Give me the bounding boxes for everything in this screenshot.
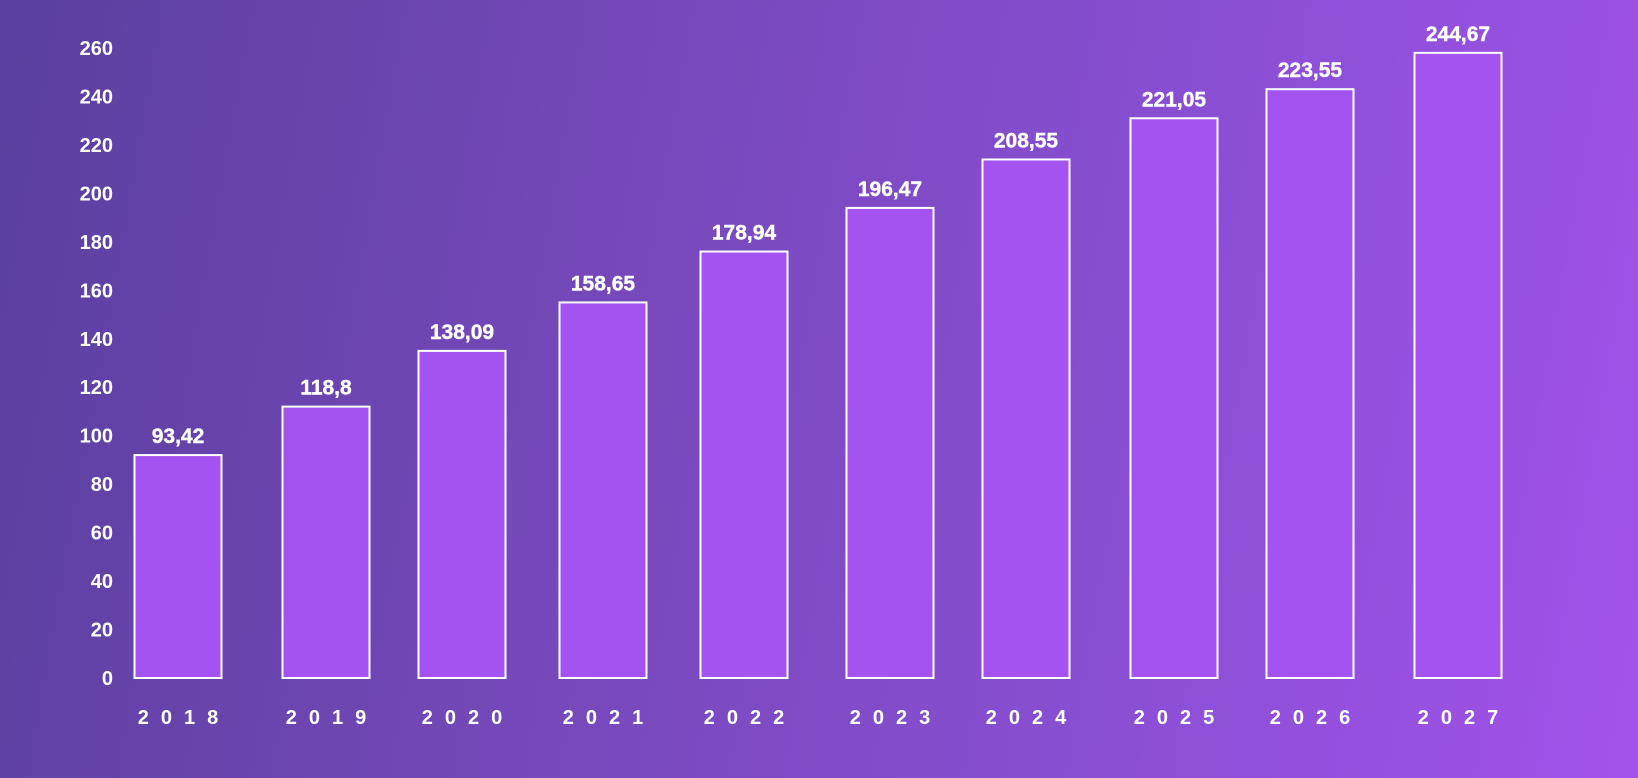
y-tick-label: 220 — [80, 135, 113, 157]
x-tick-label: 2023 — [850, 707, 943, 729]
y-tick-label: 100 — [80, 426, 113, 448]
data-label: 158,65 — [571, 272, 636, 295]
x-tick-label: 2027 — [1418, 707, 1511, 729]
data-label: 196,47 — [858, 178, 922, 201]
x-tick-label: 2025 — [1134, 707, 1227, 729]
y-tick-label: 160 — [80, 280, 113, 302]
x-tick-label: 2021 — [563, 707, 656, 729]
y-tick-label: 80 — [91, 474, 113, 496]
data-label: 223,55 — [1278, 59, 1343, 82]
bar-2026 — [1265, 88, 1355, 679]
bar-2018 — [133, 454, 223, 680]
bar-2022 — [699, 250, 789, 680]
bar-2023 — [845, 206, 935, 680]
y-tick-label: 0 — [102, 668, 113, 690]
y-tick-label: 40 — [91, 571, 113, 593]
y-axis: 0 20 40 60 80 100 120 140 160 180 200 220 240 260 — [80, 38, 113, 690]
data-label: 93,42 — [152, 425, 205, 448]
data-label: 221,05 — [1142, 88, 1207, 111]
y-tick-label: 260 — [80, 38, 113, 60]
data-label: 208,55 — [994, 129, 1059, 152]
y-tick-label: 180 — [80, 232, 113, 254]
bar-2024 — [981, 158, 1071, 679]
x-tick-label: 2020 — [422, 707, 515, 729]
bar-2025 — [1129, 117, 1219, 680]
bar-2027 — [1413, 51, 1503, 680]
y-tick-label: 140 — [80, 329, 113, 351]
data-label: 138,09 — [430, 321, 494, 344]
y-tick-label: 240 — [80, 86, 113, 108]
x-tick-label: 2022 — [704, 707, 797, 729]
y-tick-label: 120 — [80, 377, 113, 399]
bar-2019 — [281, 405, 371, 679]
x-tick-label: 2018 — [138, 707, 231, 729]
x-tick-label: 2024 — [986, 707, 1079, 729]
y-tick-label: 200 — [80, 183, 113, 205]
bar-2021 — [558, 301, 648, 679]
bars — [133, 51, 1503, 680]
data-labels: 93,42 118,8 138,09 158,65 178,94 196,47 208,55… — [152, 23, 1491, 449]
data-label: 118,8 — [300, 377, 352, 400]
x-tick-label: 2019 — [286, 707, 379, 729]
x-axis: 2018 2019 2020 2021 2022 2023 2024 2025 2026 2027 — [138, 707, 1511, 729]
data-label: 244,67 — [1426, 23, 1490, 46]
y-tick-label: 60 — [91, 523, 113, 545]
data-label: 178,94 — [712, 222, 777, 245]
x-tick-label: 2026 — [1270, 707, 1363, 729]
y-tick-label: 20 — [91, 620, 113, 642]
bar-2020 — [417, 349, 507, 679]
